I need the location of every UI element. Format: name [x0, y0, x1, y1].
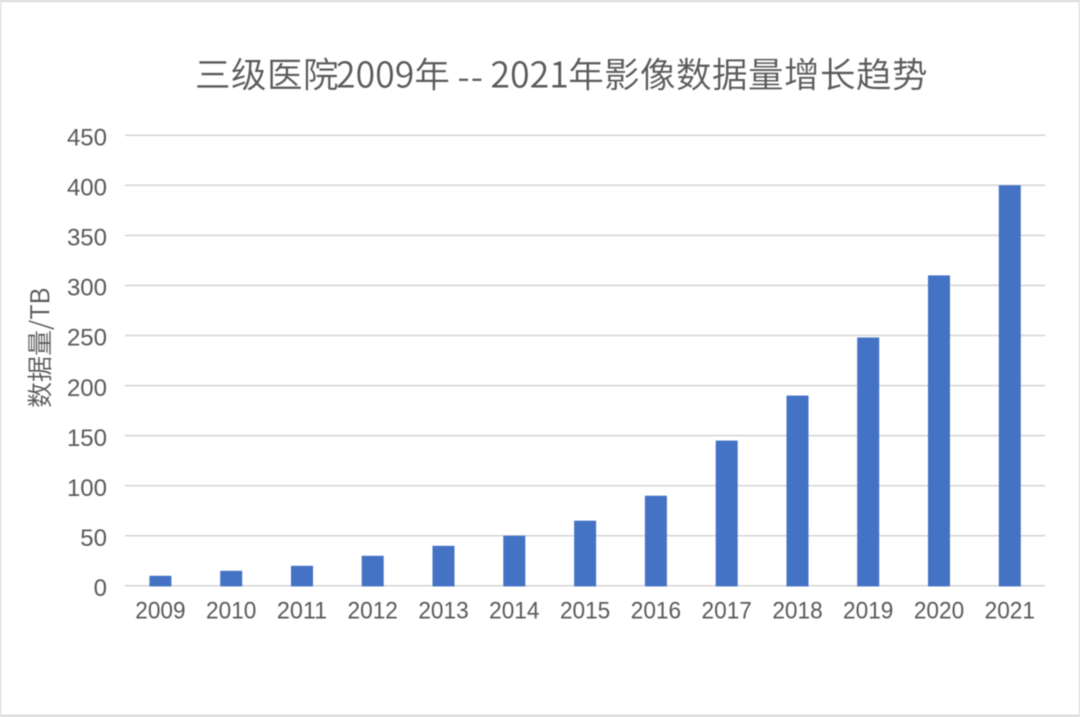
svg-text:2011: 2011 — [277, 598, 327, 625]
svg-text:450: 450 — [67, 125, 107, 152]
svg-text:2012: 2012 — [348, 598, 398, 625]
svg-text:2009: 2009 — [135, 598, 185, 625]
svg-text:100: 100 — [67, 475, 107, 502]
svg-text:300: 300 — [67, 275, 107, 302]
svg-text:2018: 2018 — [772, 598, 822, 625]
svg-text:2010: 2010 — [206, 598, 256, 625]
svg-text:2016: 2016 — [631, 598, 681, 625]
svg-text:50: 50 — [80, 525, 107, 552]
svg-text:400: 400 — [67, 175, 107, 202]
svg-text:350: 350 — [67, 225, 107, 252]
svg-text:2021: 2021 — [985, 598, 1035, 625]
svg-text:2020: 2020 — [914, 598, 964, 625]
svg-text:2017: 2017 — [702, 598, 752, 625]
svg-text:2013: 2013 — [418, 598, 468, 625]
svg-text:2015: 2015 — [560, 598, 610, 625]
svg-text:2019: 2019 — [843, 598, 893, 625]
svg-text:200: 200 — [67, 375, 107, 402]
svg-text:150: 150 — [67, 425, 107, 452]
svg-text:250: 250 — [67, 325, 107, 352]
svg-text:2014: 2014 — [489, 598, 539, 625]
svg-text:0: 0 — [94, 575, 107, 602]
